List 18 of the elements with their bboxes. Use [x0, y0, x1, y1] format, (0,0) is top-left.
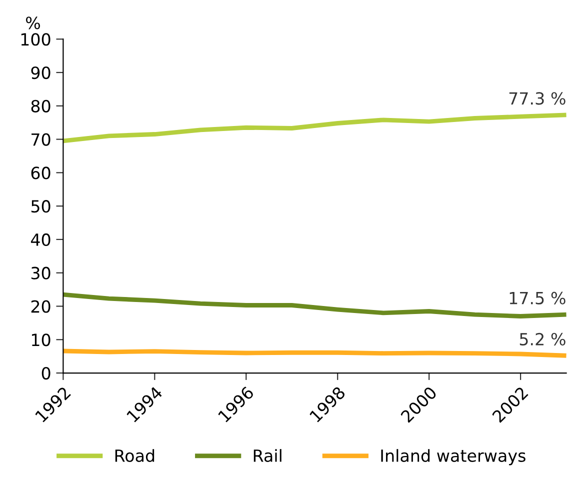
y-tick-label: 0 — [42, 366, 50, 380]
data-label: 17.5 % — [510, 292, 566, 304]
data-label: 77.3 % — [509, 92, 566, 105]
legend-label: Rail — [254, 449, 282, 462]
y-tick-label: 100 — [21, 33, 50, 46]
legend-label: Road — [115, 449, 154, 462]
y-tick-label: 40 — [30, 233, 50, 246]
legend-label: Inland waterways — [381, 449, 526, 466]
y-tick-label: 90 — [31, 66, 50, 80]
y-tick-label: 10 — [32, 334, 50, 346]
y-tick-label: 20 — [31, 300, 50, 313]
y-tick-label: 50 — [31, 200, 50, 213]
y-tick-label: 70 — [32, 133, 50, 146]
y-axis-title: % — [26, 16, 40, 30]
y-tick-label: 30 — [31, 266, 50, 280]
data-label: 5.2 % — [520, 332, 566, 346]
y-tick-label: 80 — [31, 100, 50, 112]
y-tick-label: 60 — [31, 166, 50, 180]
